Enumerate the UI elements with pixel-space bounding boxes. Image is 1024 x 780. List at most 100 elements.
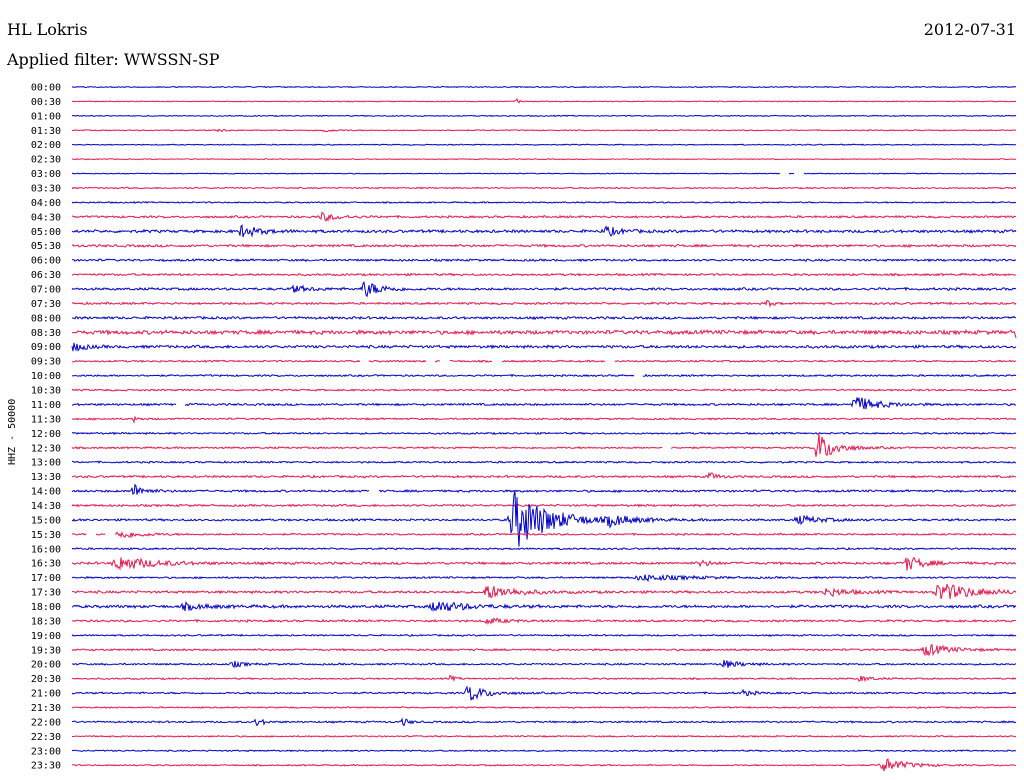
row-label-1800: 18:00 — [31, 602, 61, 613]
traces — [71, 85, 1017, 772]
row-label-0900: 09:00 — [31, 342, 61, 353]
row-label-2030: 20:30 — [31, 674, 61, 685]
trace-0930 — [72, 359, 1017, 364]
row-labels: 00:00 00:30 01:00 01:30 02:00 02:30 03:00 03:30… — [31, 83, 61, 772]
trace-1230 — [71, 433, 1016, 457]
trace-0000 — [71, 85, 1017, 89]
row-label-1200: 12:00 — [31, 429, 61, 440]
row-label-1330: 13:30 — [31, 472, 61, 483]
row-label-1600: 16:00 — [31, 544, 61, 555]
trace-1500 — [71, 490, 1017, 547]
trace-1630 — [71, 556, 1017, 571]
row-label-0830: 08:30 — [31, 328, 61, 339]
trace-1130 — [71, 415, 1017, 424]
trace-0400 — [71, 200, 1017, 204]
trace-0600 — [71, 258, 1017, 263]
row-label-1830: 18:30 — [31, 616, 61, 627]
row-label-0030: 00:30 — [31, 97, 61, 108]
trace-0530 — [71, 243, 1017, 249]
date-label: 2012-07-31 — [923, 20, 1016, 39]
row-label-0630: 06:30 — [31, 270, 61, 281]
row-label-0130: 01:30 — [31, 126, 61, 137]
row-label-1730: 17:30 — [31, 588, 61, 599]
trace-0100 — [71, 114, 1017, 118]
filter-label: Applied filter: WWSSN-SP — [7, 50, 220, 69]
row-label-0330: 03:30 — [31, 184, 61, 195]
trace-1700 — [71, 573, 1017, 583]
row-label-1900: 19:00 — [31, 631, 61, 642]
trace-0130 — [71, 128, 1017, 133]
trace-1730 — [71, 583, 1017, 600]
row-label-1500: 15:00 — [31, 515, 61, 526]
row-label-1430: 14:30 — [31, 501, 61, 512]
trace-2300 — [71, 749, 1017, 753]
row-label-2230: 22:30 — [31, 732, 61, 743]
row-label-0800: 08:00 — [31, 313, 61, 324]
row-label-1300: 13:00 — [31, 458, 61, 469]
row-label-2330: 23:30 — [31, 761, 61, 772]
row-label-0400: 04:00 — [31, 198, 61, 209]
row-label-1000: 10:00 — [31, 371, 61, 382]
row-label-0230: 02:30 — [31, 155, 61, 166]
row-label-1400: 14:00 — [31, 487, 61, 498]
trace-0830 — [71, 328, 1017, 339]
row-label-0100: 01:00 — [31, 111, 61, 122]
row-label-2200: 22:00 — [31, 717, 61, 728]
trace-0800 — [71, 315, 1017, 321]
trace-1430 — [71, 503, 1017, 508]
trace-2330 — [71, 758, 1017, 772]
trace-1830 — [71, 617, 1017, 626]
row-label-1530: 15:30 — [31, 530, 61, 541]
row-label-2130: 21:30 — [31, 703, 61, 714]
trace-2030 — [71, 674, 1017, 683]
trace-0630 — [71, 272, 1017, 277]
trace-2100 — [71, 685, 1017, 701]
row-label-0430: 04:30 — [31, 212, 61, 223]
trace-1030 — [71, 388, 1017, 392]
trace-2000 — [71, 660, 1017, 669]
trace-0730 — [71, 299, 1017, 308]
trace-0030 — [71, 98, 1017, 104]
row-label-1030: 10:30 — [31, 386, 61, 397]
trace-1400 — [71, 483, 1017, 495]
trace-1600 — [71, 546, 1017, 551]
trace-0500 — [71, 224, 1017, 238]
row-label-1100: 11:00 — [31, 400, 61, 411]
row-label-1630: 16:30 — [31, 559, 61, 570]
row-label-2100: 21:00 — [31, 689, 61, 700]
trace-1330 — [71, 471, 1017, 480]
row-label-0300: 03:00 — [31, 169, 61, 180]
row-label-0530: 05:30 — [31, 241, 61, 252]
trace-1900 — [71, 633, 1017, 637]
station-title: HL Lokris — [7, 20, 88, 39]
trace-2130 — [71, 705, 1017, 709]
trace-1100 — [72, 397, 1017, 410]
row-label-1930: 19:30 — [31, 645, 61, 656]
trace-0300 — [71, 172, 1017, 175]
trace-1800 — [71, 600, 1017, 612]
trace-1930 — [71, 643, 1017, 657]
trace-2230 — [71, 734, 1017, 738]
trace-1000 — [71, 373, 1017, 378]
trace-0230 — [71, 158, 1017, 161]
row-label-1130: 11:30 — [31, 414, 61, 425]
row-label-0600: 06:00 — [31, 256, 61, 267]
row-label-0930: 09:30 — [31, 357, 61, 368]
trace-0200 — [71, 143, 1017, 146]
trace-0900 — [71, 342, 1017, 352]
row-label-0500: 05:00 — [31, 227, 61, 238]
row-label-0200: 02:00 — [31, 140, 61, 151]
row-label-2300: 23:00 — [31, 746, 61, 757]
trace-0430 — [72, 211, 1017, 223]
row-label-0730: 07:30 — [31, 299, 61, 310]
trace-0330 — [71, 186, 1017, 190]
row-label-0000: 00:00 — [31, 83, 61, 94]
row-label-1230: 12:30 — [31, 443, 61, 454]
row-label-1700: 17:00 — [31, 573, 61, 584]
trace-1530 — [71, 531, 1017, 539]
trace-1300 — [71, 460, 1016, 464]
trace-1200 — [71, 431, 1017, 436]
row-label-2000: 20:00 — [31, 660, 61, 671]
trace-2200 — [72, 717, 1017, 727]
